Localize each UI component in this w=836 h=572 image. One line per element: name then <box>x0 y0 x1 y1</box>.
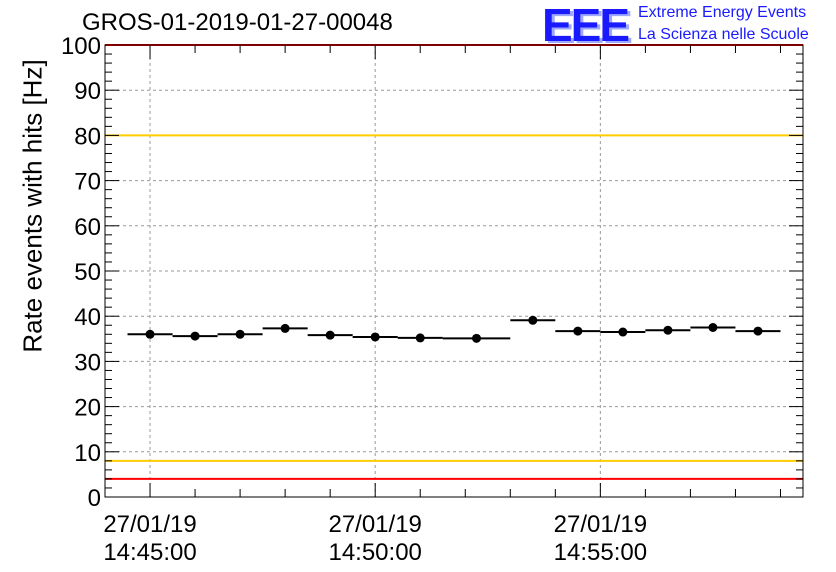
eee-logo-mark: EEE <box>542 0 630 51</box>
y-tick-labels: 0 10 20 30 40 50 60 70 80 90 100 <box>61 33 101 512</box>
data-point <box>472 333 482 343</box>
data-point <box>415 333 425 343</box>
x-tick-label-time: 14:50:00 <box>328 539 421 566</box>
chart-title: GROS-01-2019-01-27-00048 <box>82 9 393 36</box>
x-tick-label-date: 27/01/19 <box>103 511 196 538</box>
x-tick-label-date: 27/01/19 <box>554 511 647 538</box>
eee-logo: EEE Extreme Energy Events La Scienza nel… <box>542 0 832 51</box>
data-point <box>145 329 155 339</box>
data-point <box>280 323 290 333</box>
y-tick-label: 30 <box>74 349 101 376</box>
data-point <box>190 331 200 341</box>
y-tick-label: 0 <box>88 485 101 512</box>
x-ticks <box>104 45 781 497</box>
data-point <box>235 329 245 339</box>
data-point <box>573 326 583 336</box>
y-tick-label: 40 <box>74 304 101 331</box>
data-point <box>663 325 673 335</box>
y-tick-label: 70 <box>74 169 101 196</box>
data-point <box>325 330 335 340</box>
x-tick-label-time: 14:45:00 <box>103 539 196 566</box>
data-point <box>618 327 628 337</box>
y-tick-label: 20 <box>74 395 101 422</box>
logo-line-school: La Scienza nelle Scuole <box>638 26 809 43</box>
x-tick-label-time: 14:55:00 <box>554 539 647 566</box>
data-point <box>370 332 380 342</box>
logo-line-project: Extreme Energy Events <box>638 4 807 21</box>
x-tick-labels: 27/01/1914:45:0027/01/1914:50:0027/01/19… <box>103 511 647 566</box>
y-tick-label: 100 <box>61 33 101 60</box>
y-tick-label: 80 <box>74 123 101 150</box>
data-point <box>708 323 718 332</box>
data-point <box>753 326 763 336</box>
x-tick-label-date: 27/01/19 <box>328 511 421 538</box>
y-tick-label: 50 <box>74 259 101 286</box>
y-tick-label: 10 <box>74 440 101 467</box>
grid-lines <box>105 45 803 497</box>
threshold-lines <box>105 44 803 480</box>
y-tick-label: 90 <box>74 78 101 105</box>
data-point <box>528 315 538 325</box>
y-ticks <box>105 44 803 498</box>
data-series <box>127 315 781 343</box>
y-axis-label: Rate events with hits [Hz] <box>17 59 48 353</box>
y-tick-label: 60 <box>74 214 101 241</box>
